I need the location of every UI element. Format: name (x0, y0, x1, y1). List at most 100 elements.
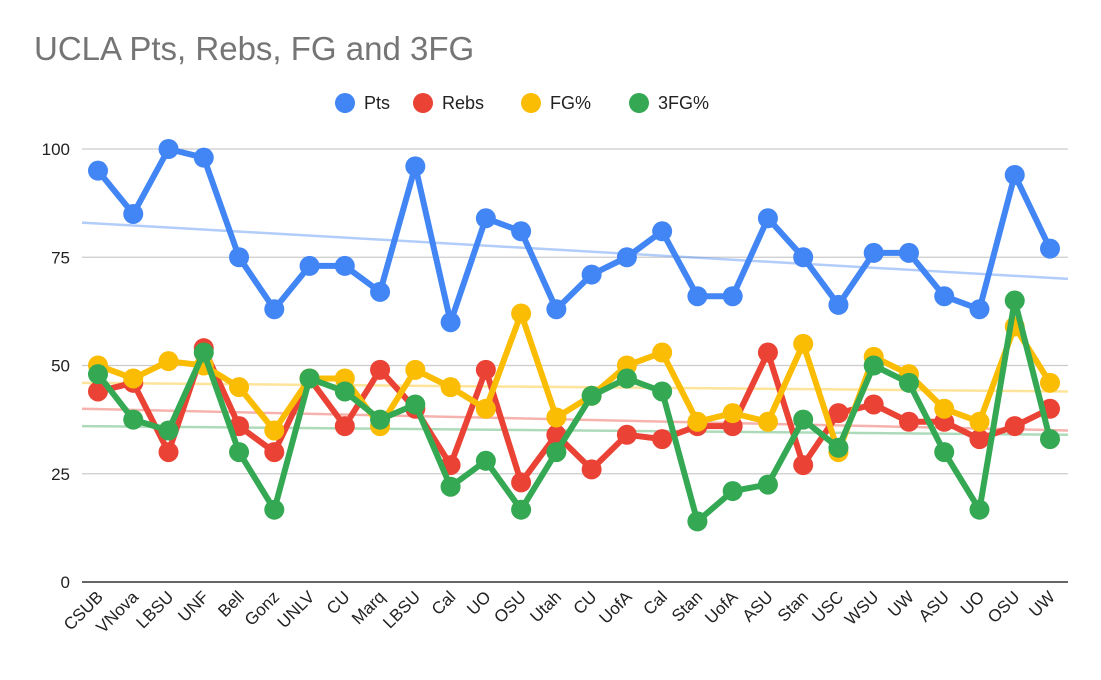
x-tick-label: LBSU (133, 587, 178, 632)
data-point (334, 381, 355, 402)
data-point (898, 411, 919, 432)
series-pts (88, 139, 1060, 333)
data-point (123, 203, 144, 224)
data-point (370, 359, 391, 380)
data-point (88, 381, 108, 402)
x-tick-label: Stan (774, 587, 812, 625)
x-tick-label: UNF (174, 587, 212, 625)
data-point (334, 416, 355, 437)
data-point (934, 442, 955, 463)
data-point (969, 299, 990, 320)
data-point (1004, 164, 1025, 185)
data-point (546, 299, 567, 320)
data-point (88, 364, 108, 385)
data-point (511, 221, 532, 242)
data-point (475, 398, 496, 419)
data-point (793, 455, 814, 476)
data-point (722, 481, 743, 502)
y-tick-label: 25 (51, 465, 70, 484)
data-point (898, 372, 919, 393)
data-point (405, 156, 426, 177)
data-point (581, 264, 602, 285)
legend-marker (413, 93, 433, 113)
data-point (158, 420, 179, 441)
x-tick-label: ASU (739, 587, 777, 625)
data-point (546, 442, 567, 463)
data-point (757, 474, 778, 495)
x-tick-label: USC (808, 587, 847, 626)
data-point (370, 409, 391, 430)
x-tick-label: UNLV (274, 587, 319, 632)
x-tick-label: UofA (596, 587, 637, 628)
y-tick-label: 0 (61, 573, 70, 592)
legend-marker (629, 93, 649, 113)
data-point (475, 359, 496, 380)
x-tick-label: Cal (639, 587, 670, 618)
data-point (969, 411, 990, 432)
data-point (969, 429, 990, 450)
data-point (405, 394, 426, 415)
x-tick-label: UofA (701, 587, 742, 628)
data-point (158, 442, 179, 463)
data-point (264, 420, 285, 441)
data-point (299, 255, 320, 276)
data-point (616, 247, 637, 268)
data-point (264, 442, 285, 463)
data-point (475, 450, 496, 471)
data-point (299, 368, 320, 389)
data-point (440, 377, 461, 398)
data-point (334, 255, 355, 276)
x-tick-label: LBSU (379, 587, 424, 632)
data-point (440, 312, 461, 333)
data-point (652, 429, 673, 450)
x-tick-label: ASU (915, 587, 953, 625)
x-tick-label: Stan (668, 587, 706, 625)
series-3fg (88, 290, 1060, 532)
data-point (158, 139, 179, 159)
data-point (264, 299, 285, 320)
data-point (511, 499, 532, 520)
data-point (475, 208, 496, 229)
data-point (511, 303, 532, 324)
data-point (934, 286, 955, 307)
data-point (440, 476, 461, 497)
data-point (229, 247, 250, 268)
series-rebs (88, 338, 1060, 493)
data-point (687, 511, 708, 532)
data-point (828, 294, 849, 315)
data-point (370, 281, 391, 302)
data-point (1040, 238, 1060, 259)
data-point (229, 377, 250, 398)
data-point (511, 472, 532, 493)
data-point (193, 147, 214, 168)
x-tick-label: UW (1025, 587, 1058, 620)
x-tick-label: OSU (984, 587, 1023, 626)
y-tick-label: 100 (42, 140, 70, 159)
data-point (652, 381, 673, 402)
data-point (193, 342, 214, 363)
x-tick-label: Cal (428, 587, 459, 618)
data-point (581, 459, 602, 480)
data-point (863, 355, 884, 376)
x-tick-label: Utah (526, 587, 565, 626)
data-point (722, 403, 743, 424)
data-point (687, 411, 708, 432)
legend-marker (335, 93, 355, 113)
data-point (581, 385, 602, 406)
series-line (97, 345, 1052, 486)
data-point (757, 411, 778, 432)
data-point (229, 442, 250, 463)
series-line (95, 146, 1053, 326)
x-tick-label: WSU (841, 587, 882, 628)
data-point (969, 499, 990, 520)
legend-label: FG% (550, 93, 591, 113)
data-point (123, 409, 144, 430)
data-point (863, 394, 884, 415)
data-point (1040, 429, 1060, 450)
data-point (652, 342, 673, 363)
data-point (828, 437, 849, 458)
data-point (123, 368, 144, 389)
data-point (793, 409, 814, 430)
legend-marker (521, 93, 541, 113)
